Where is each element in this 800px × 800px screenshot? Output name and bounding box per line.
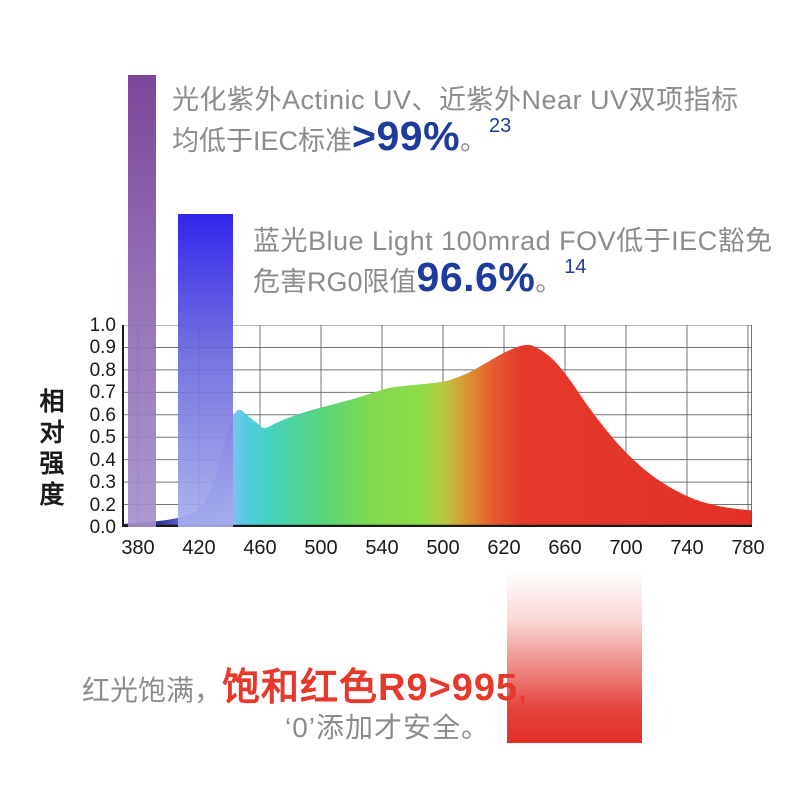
red-gradient-swatch xyxy=(507,570,642,743)
y-tick-label: 0.8 xyxy=(89,359,116,381)
uv-note-period: 。 xyxy=(460,126,488,156)
y-tick-label: 1.0 xyxy=(89,315,116,336)
y-tick-label: 0.6 xyxy=(89,404,116,426)
blue-note-prefix: 危害RG0限值 xyxy=(253,267,417,297)
blue-note-line2: 危害RG0限值96.6%。 14 xyxy=(253,243,587,311)
x-tick-label: 620 xyxy=(487,537,521,559)
uv-note-value: >99% xyxy=(352,113,461,159)
blue-note-line1: 蓝光Blue Light 100mrad FOV低于IEC豁免 xyxy=(253,226,773,256)
y-tick-label: 0.5 xyxy=(89,427,116,449)
x-tick-label: 540 xyxy=(365,537,399,559)
red-note-prefix: 红光饱满， xyxy=(82,675,223,706)
y-axis-title: 相对强度 xyxy=(36,388,64,512)
x-tick-label: 500 xyxy=(426,537,460,559)
x-tick-label: 380 xyxy=(121,537,155,559)
x-tick-label: 500 xyxy=(304,537,338,559)
y-tick-label: 0.7 xyxy=(89,382,116,404)
actinic-uv-band-bar xyxy=(128,75,156,527)
red-note-value: 饱和红色R9>995 xyxy=(222,667,519,709)
blue-note-superscript: 14 xyxy=(564,256,587,278)
blue-light-band-bar xyxy=(178,214,233,527)
uv-note-line2: 均低于IEC标准>99%。 23 xyxy=(172,102,511,170)
x-tick-label: 780 xyxy=(731,537,765,559)
x-tick-label: 700 xyxy=(609,537,643,559)
x-tick-label: 740 xyxy=(670,537,704,559)
x-tick-label: 660 xyxy=(548,537,582,559)
red-note-line2: ‘0’添加才安全。 xyxy=(284,712,490,743)
y-tick-label: 0.9 xyxy=(89,337,116,359)
red-note-comma: , xyxy=(518,674,527,707)
y-tick-label: 0.0 xyxy=(89,517,116,538)
uv-note-superscript: 23 xyxy=(489,115,512,137)
red-note-line1: 红光饱满， 饱和红色R9>995, xyxy=(82,656,527,711)
uv-note-prefix: 均低于IEC标准 xyxy=(172,126,353,156)
spectrum-area xyxy=(122,344,752,527)
blue-note-period: 。 xyxy=(535,267,563,297)
blue-note-value: 96.6% xyxy=(416,254,536,300)
uv-note-line1: 光化紫外Actinic UV、近紫外Near UV双项指标 xyxy=(172,85,739,115)
x-tick-label: 420 xyxy=(182,537,216,559)
y-tick-label: 0.3 xyxy=(89,472,116,494)
y-tick-label: 0.4 xyxy=(89,449,116,471)
x-tick-label: 460 xyxy=(243,537,277,559)
y-tick-label: 0.2 xyxy=(89,494,116,516)
